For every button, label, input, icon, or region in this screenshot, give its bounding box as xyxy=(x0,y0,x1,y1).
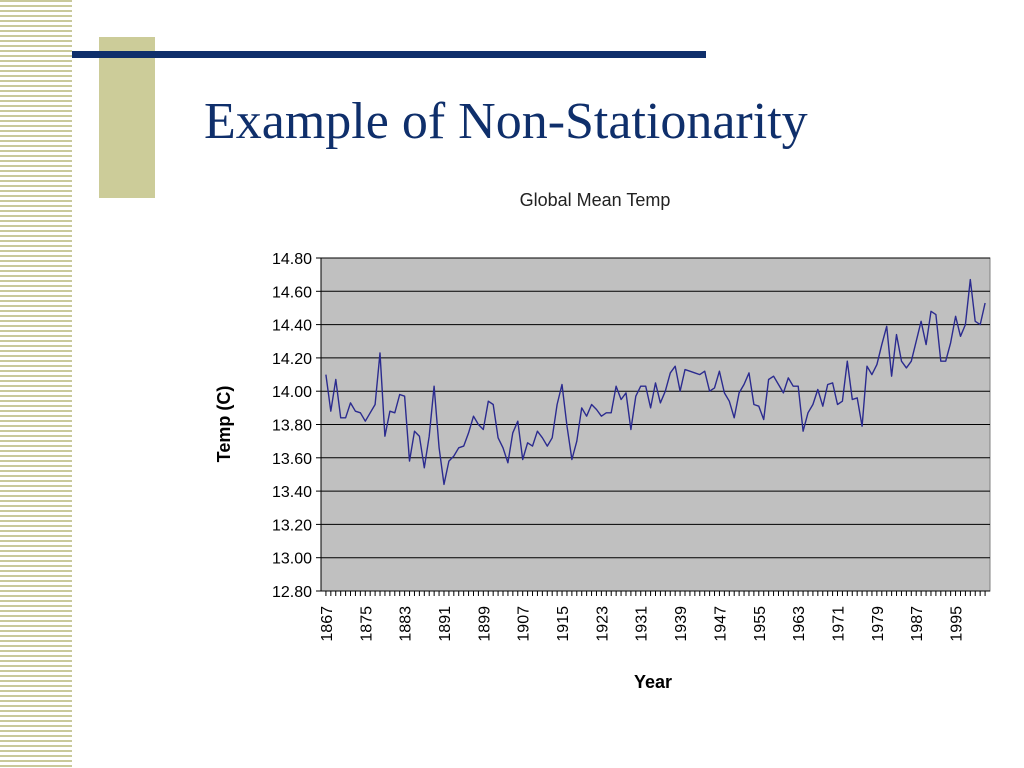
x-tick-label: 1931 xyxy=(634,606,651,642)
x-tick-label: 1995 xyxy=(949,606,966,642)
y-tick-label: 13.00 xyxy=(272,551,312,568)
title-rule-line xyxy=(72,51,706,58)
y-tick-label: 14.60 xyxy=(272,284,312,301)
decorative-stripe-bar xyxy=(0,0,72,768)
x-tick-label: 1971 xyxy=(831,606,848,642)
x-tick-label: 1963 xyxy=(791,606,808,642)
y-tick-label: 12.80 xyxy=(272,584,312,601)
y-tick-label: 13.60 xyxy=(272,451,312,468)
chart-title: Global Mean Temp xyxy=(520,190,671,210)
x-tick-label: 1899 xyxy=(476,606,493,642)
y-axis-label: Temp (C) xyxy=(214,386,234,463)
x-tick-label: 1947 xyxy=(712,606,729,642)
x-tick-label: 1891 xyxy=(437,606,454,642)
x-tick-label: 1979 xyxy=(870,606,887,642)
x-tick-label: 1867 xyxy=(319,606,336,642)
y-tick-label: 13.20 xyxy=(272,517,312,534)
y-tick-label: 13.40 xyxy=(272,484,312,501)
y-tick-label: 13.80 xyxy=(272,418,312,435)
x-tick-label: 1907 xyxy=(516,606,533,642)
decorative-accent-block xyxy=(99,37,155,198)
temperature-series-line xyxy=(325,278,986,486)
y-tick-label: 14.40 xyxy=(272,318,312,335)
x-tick-label: 1987 xyxy=(909,606,926,642)
y-tick-label: 14.20 xyxy=(272,351,312,368)
x-tick-label: 1875 xyxy=(358,606,375,642)
x-axis-label: Year xyxy=(634,672,672,692)
y-tick-label: 14.00 xyxy=(272,384,312,401)
x-tick-label: 1915 xyxy=(555,606,572,642)
slide-title: Example of Non-Stationarity xyxy=(204,93,808,150)
x-tick-label: 1883 xyxy=(398,606,415,642)
x-tick-label: 1955 xyxy=(752,606,769,642)
y-tick-label: 14.80 xyxy=(272,251,312,268)
x-tick-label: 1923 xyxy=(594,606,611,642)
x-tick-label: 1939 xyxy=(673,606,690,642)
